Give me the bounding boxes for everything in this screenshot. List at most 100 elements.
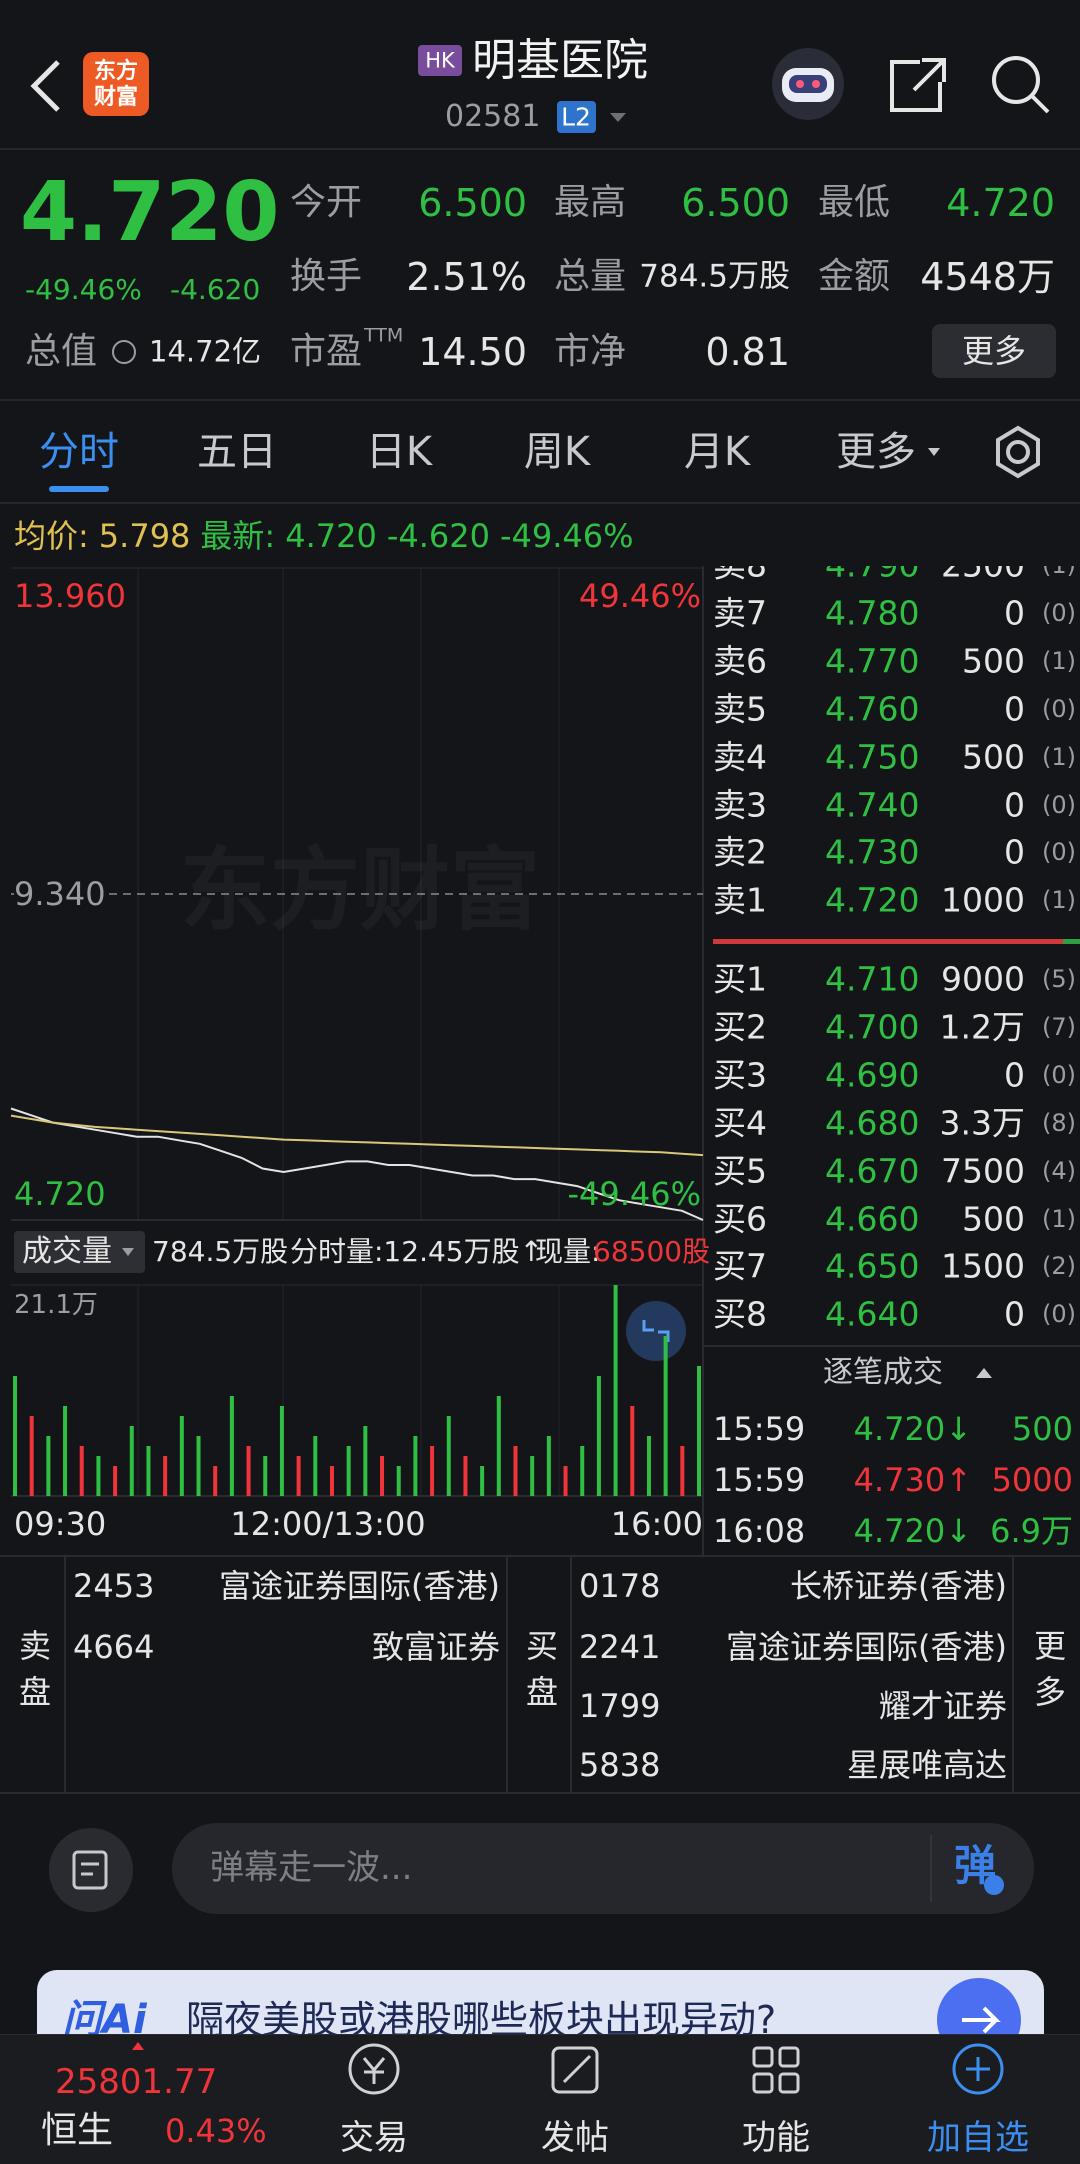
book-count: (7) (1042, 1012, 1076, 1041)
broker-code: 4664 (73, 1628, 155, 1666)
volume-bar (663, 1336, 668, 1496)
stock-code: 02581 (445, 99, 541, 134)
info-line: 均价: 5.798 最新: 4.720 -4.620 -49.46% (14, 520, 634, 552)
broker-more[interactable]: 更多 (1029, 1629, 1067, 1721)
book-divider (713, 939, 1063, 944)
comment-icon[interactable] (49, 1828, 133, 1912)
book-level: 卖4 (713, 737, 767, 777)
book-count: (2) (1042, 1252, 1076, 1281)
book-count: (1) (1042, 646, 1076, 675)
index-change: 0.43% (165, 2112, 267, 2150)
book-count: (1) (1042, 566, 1076, 577)
book-count: (4) (1042, 1156, 1076, 1185)
stat-label: 最低 (818, 182, 891, 223)
book-level: 买1 (713, 959, 767, 999)
trade-price: 4.720↓ (853, 1410, 972, 1448)
book-volume: 9000 (941, 959, 1025, 999)
volume-bar (413, 1436, 418, 1496)
danmaku-button[interactable]: 弹 (953, 1841, 997, 1890)
volume-title[interactable]: 成交量 (22, 1234, 112, 1269)
book-count: (0) (1042, 1300, 1076, 1329)
index-arrow (132, 2042, 144, 2050)
tab[interactable]: 分时 (39, 429, 119, 475)
book-price: 4.690 (825, 1055, 920, 1095)
trade-time: 15:59 (713, 1461, 806, 1499)
trade-time: 16:08 (713, 1512, 806, 1550)
volume-bar (480, 1466, 485, 1496)
tab[interactable]: 周K (523, 429, 591, 475)
price-line (10, 1107, 704, 1221)
volume-bar (163, 1456, 168, 1496)
volume-bar (46, 1436, 51, 1496)
book-price: 4.700 (825, 1007, 920, 1047)
index-value[interactable]: 25801.77 (55, 2062, 218, 2102)
broker-code: 1799 (579, 1687, 661, 1725)
stat-value: 4548万 (920, 255, 1055, 299)
add-watch-icon[interactable] (952, 2043, 1004, 2095)
back-button[interactable] (30, 60, 60, 112)
volume-bar (313, 1436, 318, 1496)
book-price: 4.780 (825, 593, 920, 633)
stat-value: 4.720 (946, 181, 1055, 225)
more-button[interactable] (932, 324, 1056, 378)
book-volume: 1000 (941, 880, 1025, 920)
stat-label: 今开 (290, 182, 363, 223)
book-count: (0) (1042, 790, 1076, 819)
stat-label: 金额 (818, 256, 891, 297)
info-icon[interactable] (112, 340, 136, 364)
expand-icon[interactable] (626, 1301, 686, 1361)
broker-name: 长桥证券(香港) (790, 1567, 1007, 1605)
volume-bar (179, 1416, 184, 1496)
tab[interactable]: 更多 (836, 429, 916, 475)
stat-value: 6.500 (681, 181, 790, 225)
trades-title[interactable]: 逐笔成交 (823, 1355, 943, 1390)
comment-placeholder[interactable]: 弹幕走一波... (210, 1848, 413, 1888)
book-volume: 0 (1004, 832, 1025, 872)
search-icon[interactable] (992, 56, 1050, 114)
time-label: 12:00/13:00 (230, 1505, 426, 1543)
avg-label: 均价: (14, 517, 89, 555)
book-count: (1) (1042, 742, 1076, 771)
volume-dropdown (122, 1248, 134, 1256)
book-price: 4.790 (825, 566, 919, 582)
nav-item[interactable]: 加自选 (927, 2118, 1029, 2158)
tab[interactable]: 月K (683, 429, 751, 475)
volume-bar (530, 1456, 535, 1496)
trades-toggle[interactable] (976, 1368, 992, 1378)
share-icon[interactable] (890, 58, 946, 112)
level-text: L2 (561, 102, 591, 132)
broker-name: 富途证券国际(香港) (219, 1567, 500, 1605)
index-name[interactable]: 恒生 (41, 2110, 114, 2151)
more-button-text[interactable]: 更多 (961, 332, 1027, 370)
book-count: (0) (1042, 1060, 1076, 1089)
broker-code: 2453 (73, 1567, 155, 1605)
nav-item[interactable]: 交易 (340, 2118, 408, 2158)
nav-item[interactable]: 功能 (742, 2118, 810, 2158)
robot-icon[interactable] (772, 48, 844, 120)
banner-text[interactable]: 隔夜美股或港股哪些板块出现异动? (186, 1998, 777, 2042)
tab[interactable]: 五日 (197, 429, 277, 475)
volume-bar (29, 1416, 34, 1496)
volume-bar (496, 1396, 501, 1496)
book-price: 4.750 (825, 737, 920, 777)
volume-bar (363, 1426, 368, 1496)
nav-item[interactable]: 发帖 (541, 2118, 609, 2158)
tab-dropdown (928, 448, 940, 456)
trade-volume: 5000 (991, 1461, 1073, 1499)
volume-bar (63, 1406, 68, 1496)
tab[interactable]: 日K (365, 429, 433, 475)
volume-bar (630, 1406, 635, 1496)
avg-value: 5.798 (98, 517, 191, 555)
book-level: 买8 (713, 1294, 767, 1334)
time-label: 16:00 (610, 1505, 703, 1543)
broker-dividers (64, 1556, 1014, 1793)
book-volume: 7500 (941, 1151, 1025, 1191)
code-dropdown[interactable] (610, 113, 626, 122)
volume-selector[interactable] (14, 1231, 145, 1273)
book-volume: 0 (1004, 1055, 1025, 1095)
volume-bar (213, 1466, 218, 1496)
stat-label: 市盈 (290, 331, 363, 372)
comment-input[interactable] (172, 1823, 1034, 1914)
settings-icon[interactable] (996, 425, 1040, 479)
